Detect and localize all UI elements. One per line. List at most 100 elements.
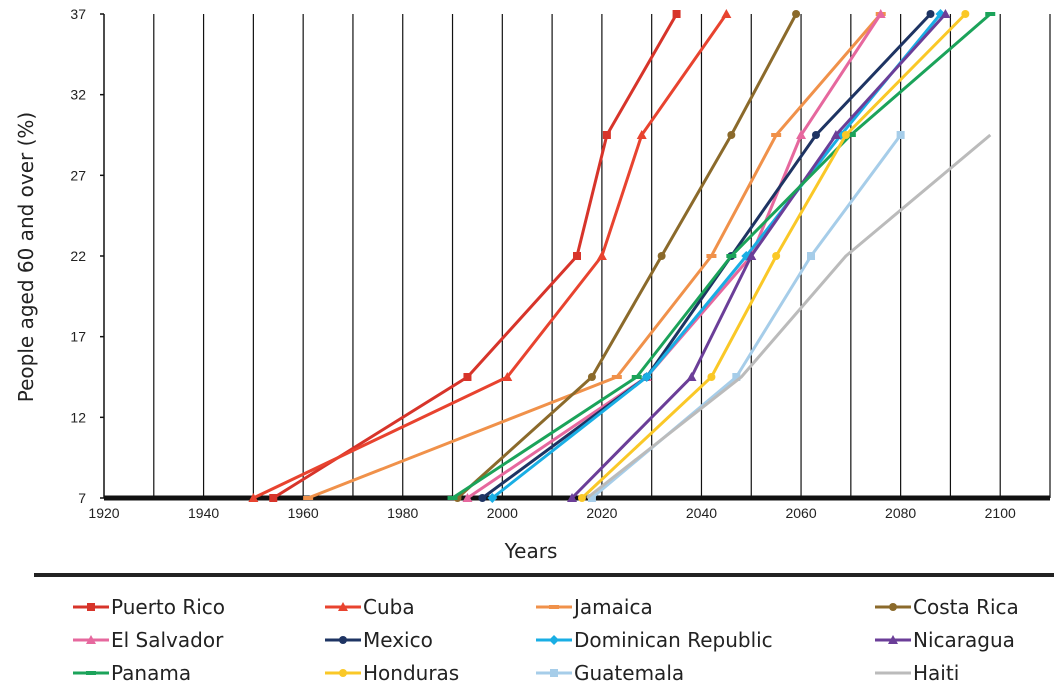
y-tick-label: 12 <box>70 409 86 425</box>
data-point <box>961 10 970 18</box>
legend-item: El Salvador <box>73 628 224 652</box>
data-point <box>596 251 607 260</box>
legend-item: Puerto Rico <box>73 595 225 619</box>
y-tick-label: 7 <box>78 490 86 506</box>
legend-item: Honduras <box>325 661 459 685</box>
legend-item: Nicaragua <box>875 628 1015 652</box>
y-tick-labels: 7 12 17 22 27 32 37 <box>70 6 86 506</box>
legend-item: Panama <box>73 661 191 685</box>
series-nicaragua <box>567 9 951 502</box>
x-tick-label: 2000 <box>487 505 518 521</box>
legend-item: Jamaica <box>536 595 653 619</box>
x-tick-label: 2100 <box>985 505 1016 521</box>
data-point <box>567 493 578 502</box>
series-line <box>586 133 992 500</box>
x-tick-label: 2040 <box>686 505 717 521</box>
data-point <box>686 372 697 381</box>
data-point <box>550 669 558 677</box>
data-point <box>888 635 898 644</box>
legend-item: Haiti <box>875 661 959 685</box>
data-point <box>841 131 850 139</box>
data-point <box>746 251 757 260</box>
data-point <box>248 493 259 502</box>
series-puerto-rico <box>269 10 681 502</box>
x-tick-label: 1980 <box>387 505 418 521</box>
legend-label: Costa Rica <box>913 595 1019 619</box>
data-point <box>447 496 458 500</box>
legend: Puerto Rico Cuba Jamaica Costa Rica El Salva… <box>73 595 1019 685</box>
x-tick-label: 1940 <box>188 505 219 521</box>
x-tick-label: 1920 <box>88 505 119 521</box>
series-cuba <box>248 9 732 502</box>
data-point <box>549 635 559 645</box>
legend-label: Dominican Republic <box>574 628 773 652</box>
data-point <box>985 12 996 16</box>
data-point <box>732 373 741 381</box>
data-point <box>726 254 737 258</box>
x-tick-label: 2060 <box>785 505 816 521</box>
x-axis-title: Years <box>504 539 558 563</box>
data-point <box>672 10 681 18</box>
data-point <box>721 9 732 18</box>
y-tick-label: 22 <box>70 248 86 264</box>
data-point <box>303 496 314 500</box>
data-point <box>636 130 647 139</box>
data-point <box>727 131 736 139</box>
series-jamaica <box>303 12 886 500</box>
data-point <box>611 375 622 379</box>
data-point <box>87 603 95 611</box>
data-point <box>339 636 347 644</box>
data-point <box>771 133 782 137</box>
series-honduras <box>577 10 970 502</box>
data-point <box>86 635 96 644</box>
data-point <box>338 602 348 611</box>
data-point <box>463 373 472 381</box>
data-point <box>811 131 820 139</box>
data-point <box>940 9 951 18</box>
data-point <box>573 252 581 260</box>
data-point <box>875 9 886 18</box>
y-tick-label: 27 <box>70 167 86 183</box>
data-point <box>86 671 96 675</box>
data-point <box>796 130 807 139</box>
data-point <box>657 252 666 260</box>
y-axis-title: People aged 60 and over (%) <box>14 112 38 402</box>
series-lines <box>248 9 996 503</box>
legend-item: Mexico <box>325 628 433 652</box>
data-point <box>487 493 498 503</box>
data-point <box>641 372 652 382</box>
data-point <box>707 373 716 381</box>
data-point <box>896 131 905 139</box>
y-tick-label: 17 <box>70 329 86 345</box>
data-point <box>269 494 278 502</box>
legend-label: Mexico <box>363 628 433 652</box>
data-point <box>807 252 816 260</box>
data-point <box>602 131 611 139</box>
data-point <box>706 254 717 258</box>
x-tick-label: 1960 <box>288 505 319 521</box>
series-haiti <box>586 133 992 500</box>
data-point <box>462 493 473 502</box>
x-tick-label: 2080 <box>885 505 916 521</box>
data-point <box>339 669 347 677</box>
legend-item: Cuba <box>325 595 415 619</box>
legend-label: El Salvador <box>111 628 224 652</box>
x-tick-label: 2020 <box>586 505 617 521</box>
series-line <box>272 13 678 500</box>
data-point <box>549 605 559 609</box>
legend-item: Guatemala <box>536 661 684 685</box>
legend-label: Puerto Rico <box>111 595 225 619</box>
series-line <box>451 12 992 500</box>
y-tick-label: 37 <box>70 6 86 22</box>
data-point <box>792 10 801 18</box>
data-point <box>587 494 596 502</box>
data-point <box>926 10 935 18</box>
legend-item: Dominican Republic <box>536 628 773 652</box>
legend-item: Costa Rica <box>875 595 1019 619</box>
series-panama <box>447 12 996 500</box>
data-point <box>772 252 781 260</box>
legend-label: Cuba <box>363 595 415 619</box>
data-point <box>577 494 586 502</box>
x-tick-labels: 1920 1940 1960 1980 2000 2020 2040 2060 2080 2100 <box>88 505 1016 521</box>
